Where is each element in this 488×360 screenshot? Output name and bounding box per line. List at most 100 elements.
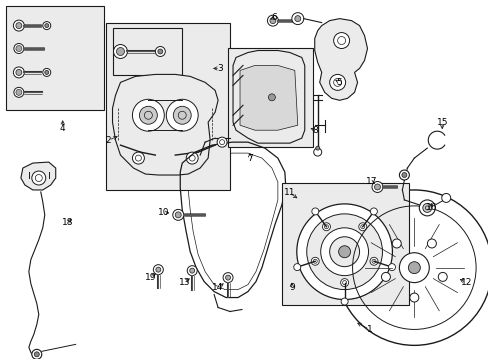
Circle shape <box>369 208 377 215</box>
Bar <box>105 23 229 190</box>
Circle shape <box>132 152 144 164</box>
Polygon shape <box>240 66 297 130</box>
Circle shape <box>329 237 359 267</box>
Text: 15: 15 <box>436 118 447 127</box>
Circle shape <box>16 69 22 75</box>
Text: 13: 13 <box>178 278 190 287</box>
Circle shape <box>42 22 51 30</box>
Circle shape <box>153 265 163 275</box>
Text: 19: 19 <box>144 273 156 282</box>
Text: 1: 1 <box>366 325 372 334</box>
Circle shape <box>340 279 348 287</box>
Circle shape <box>291 13 303 24</box>
Circle shape <box>156 267 161 272</box>
Circle shape <box>187 266 197 276</box>
Polygon shape <box>21 162 56 190</box>
Circle shape <box>172 210 183 220</box>
Circle shape <box>320 228 368 276</box>
Text: 8: 8 <box>312 126 318 135</box>
Circle shape <box>16 23 22 28</box>
Circle shape <box>401 172 406 177</box>
Circle shape <box>139 106 157 124</box>
Circle shape <box>34 352 39 357</box>
Circle shape <box>341 298 347 305</box>
Circle shape <box>333 32 349 49</box>
Circle shape <box>45 71 49 75</box>
Circle shape <box>374 184 380 190</box>
Circle shape <box>269 18 275 24</box>
Circle shape <box>14 87 24 97</box>
Circle shape <box>32 171 46 185</box>
Circle shape <box>381 273 389 282</box>
Circle shape <box>387 264 395 271</box>
Circle shape <box>311 208 318 215</box>
Text: 9: 9 <box>288 283 294 292</box>
Circle shape <box>225 275 230 280</box>
Polygon shape <box>314 19 367 100</box>
Text: 18: 18 <box>62 218 73 227</box>
Circle shape <box>422 203 431 212</box>
Circle shape <box>427 239 435 248</box>
Text: 16: 16 <box>425 203 436 212</box>
Circle shape <box>223 273 233 283</box>
Circle shape <box>16 89 22 95</box>
Circle shape <box>155 46 165 57</box>
Circle shape <box>336 190 488 345</box>
Polygon shape <box>112 75 218 175</box>
Circle shape <box>173 106 191 124</box>
Circle shape <box>391 239 401 248</box>
Circle shape <box>338 246 350 258</box>
Text: 10: 10 <box>157 208 169 217</box>
Circle shape <box>132 99 164 131</box>
Circle shape <box>311 257 319 265</box>
Circle shape <box>399 170 408 180</box>
Circle shape <box>369 257 377 265</box>
Text: 2: 2 <box>105 136 111 145</box>
Circle shape <box>267 15 278 26</box>
Circle shape <box>217 137 226 147</box>
Text: 5: 5 <box>336 78 342 87</box>
Circle shape <box>293 264 300 271</box>
Text: 17: 17 <box>365 177 376 186</box>
Polygon shape <box>233 50 304 143</box>
Circle shape <box>437 273 447 282</box>
Circle shape <box>42 68 51 76</box>
Circle shape <box>16 45 22 51</box>
Circle shape <box>158 49 163 54</box>
Bar <box>227 48 312 147</box>
Circle shape <box>166 99 198 131</box>
Circle shape <box>189 268 194 273</box>
Bar <box>281 183 408 305</box>
Circle shape <box>32 349 41 359</box>
Text: 4: 4 <box>60 124 65 133</box>
Circle shape <box>116 48 124 55</box>
Circle shape <box>358 223 366 231</box>
Circle shape <box>419 200 434 216</box>
Bar <box>112 28 182 75</box>
Circle shape <box>409 293 418 302</box>
Text: 12: 12 <box>460 278 471 287</box>
Circle shape <box>322 223 330 231</box>
Circle shape <box>13 20 24 31</box>
Circle shape <box>186 152 198 164</box>
Circle shape <box>13 67 24 78</box>
Circle shape <box>175 212 181 218</box>
Circle shape <box>407 262 420 274</box>
Circle shape <box>371 181 382 193</box>
Circle shape <box>296 204 392 300</box>
Circle shape <box>329 75 345 90</box>
Circle shape <box>45 24 49 28</box>
Circle shape <box>14 44 24 54</box>
Circle shape <box>306 214 382 289</box>
Text: 3: 3 <box>217 64 223 73</box>
Circle shape <box>313 148 321 156</box>
Text: 6: 6 <box>270 13 276 22</box>
Circle shape <box>294 15 300 22</box>
Text: 7: 7 <box>246 154 252 163</box>
Circle shape <box>315 146 319 150</box>
Circle shape <box>268 94 275 101</box>
Text: 11: 11 <box>284 188 295 197</box>
Circle shape <box>441 193 450 202</box>
Text: 14: 14 <box>212 283 224 292</box>
Circle shape <box>399 253 428 283</box>
